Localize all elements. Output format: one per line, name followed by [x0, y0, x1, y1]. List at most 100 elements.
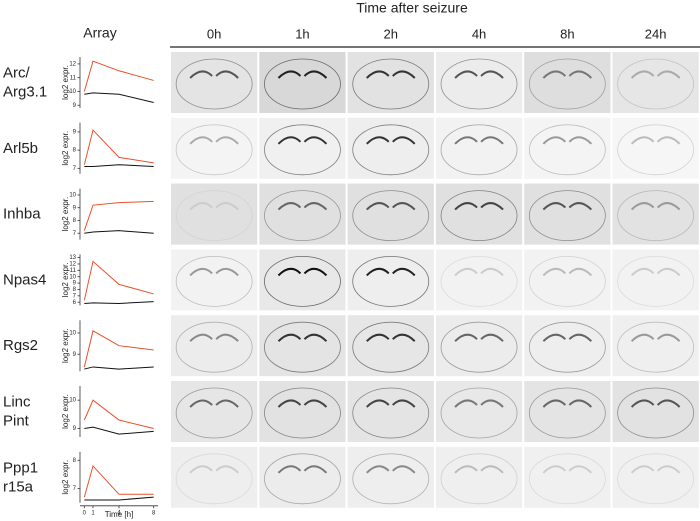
y-tick-label: 12	[69, 61, 76, 67]
brain-section-image	[259, 381, 346, 442]
brain-outline	[617, 124, 695, 176]
hippocampus	[630, 465, 681, 474]
image-background	[435, 381, 523, 442]
image-background	[524, 249, 611, 311]
image-background	[259, 446, 346, 508]
brain-outline	[528, 387, 606, 439]
x-tick-label: 4	[117, 510, 121, 516]
hippocampus	[454, 465, 504, 474]
series-line	[84, 92, 154, 103]
brain-section-image	[347, 117, 434, 179]
image-background	[435, 249, 523, 311]
brain-section-image	[435, 249, 523, 311]
hippocampus	[454, 136, 504, 145]
gene-name: Inhba	[3, 206, 41, 223]
brain-outline	[352, 321, 430, 373]
brain-section-image	[435, 183, 523, 245]
series-line	[83, 464, 154, 498]
brain-outline	[175, 124, 253, 176]
brain-outline	[440, 387, 518, 439]
column-header: 0h	[207, 26, 221, 41]
hippocampus	[454, 333, 504, 342]
hippocampus	[366, 202, 416, 211]
column-header: 8h	[560, 26, 574, 41]
image-background	[612, 117, 699, 179]
hippocampus	[277, 202, 328, 211]
brain-outline	[440, 124, 518, 176]
brain-section-image	[171, 117, 258, 179]
brain-outline	[440, 190, 518, 242]
brain-section-image	[259, 249, 346, 311]
series-line	[84, 164, 154, 168]
image-background	[347, 117, 434, 179]
brain-section-image	[435, 315, 523, 377]
image-background	[259, 52, 346, 113]
brain-section-image	[347, 183, 434, 245]
brain-section-image	[524, 381, 611, 442]
brain-section-image	[524, 446, 611, 508]
column-header: 1h	[295, 26, 309, 41]
y-axis-label: log2 expr.	[61, 394, 70, 429]
gene-name: Pint	[3, 412, 30, 429]
image-background	[524, 315, 611, 377]
image-background	[435, 183, 523, 245]
hippocampus	[366, 465, 416, 474]
image-background	[259, 315, 346, 377]
y-tick-label: 10	[69, 89, 76, 95]
brain-section-image	[259, 52, 346, 113]
hippocampus	[366, 399, 416, 408]
hippocampus	[189, 202, 239, 211]
hippocampus	[630, 333, 681, 342]
image-background	[171, 117, 258, 179]
brain-outline	[352, 453, 430, 505]
image-background	[171, 183, 258, 245]
y-tick-label: 6	[73, 300, 77, 306]
y-tick-label: 9	[73, 129, 77, 135]
y-axis-label: log2 expr.	[61, 131, 70, 166]
y-axis-label: log2 expr.	[61, 263, 70, 298]
y-tick-label: 9	[73, 352, 77, 358]
hippocampus	[189, 70, 239, 79]
figure-title: Time after seizure	[356, 0, 468, 16]
hippocampus	[630, 399, 681, 408]
image-background	[171, 315, 258, 377]
hippocampus	[630, 136, 681, 145]
hippocampus	[542, 136, 593, 145]
brain-outline	[440, 58, 518, 110]
y-tick-label: 7	[73, 293, 77, 299]
hippocampus	[189, 267, 239, 277]
x-axis-label: Time [h]	[105, 510, 134, 519]
hippocampus	[366, 70, 416, 79]
y-tick-label: 7	[73, 166, 77, 172]
y-tick-label: 7	[73, 231, 77, 237]
hippocampus	[454, 202, 504, 211]
y-tick-label: 9	[73, 426, 77, 432]
brain-outline	[352, 387, 430, 439]
brain-section-image	[524, 52, 611, 113]
brain-outline	[352, 190, 430, 242]
brain-section-image	[612, 381, 699, 442]
brain-section-image	[259, 117, 346, 179]
image-background	[347, 315, 434, 377]
image-background	[524, 52, 611, 113]
image-background	[259, 117, 346, 179]
image-background	[612, 446, 699, 508]
brain-outline	[264, 124, 341, 176]
brain-section-image	[612, 117, 699, 179]
brain-outline	[440, 453, 518, 505]
gene-name: Arl5b	[3, 140, 38, 157]
brain-outline	[617, 255, 695, 307]
brain-outline	[528, 58, 606, 110]
brain-outline	[528, 255, 606, 307]
brain-section-image	[171, 446, 258, 508]
gene-name: Ppp1	[3, 459, 38, 476]
brain-section-image	[612, 315, 699, 377]
column-header: 2h	[384, 26, 398, 41]
hippocampus	[542, 465, 593, 474]
brain-outline	[264, 190, 341, 242]
y-axis-label: log2 expr.	[61, 65, 70, 100]
brain-section-image	[171, 315, 258, 377]
brain-outline	[264, 387, 341, 439]
series-line	[83, 129, 154, 165]
hippocampus	[366, 136, 416, 145]
